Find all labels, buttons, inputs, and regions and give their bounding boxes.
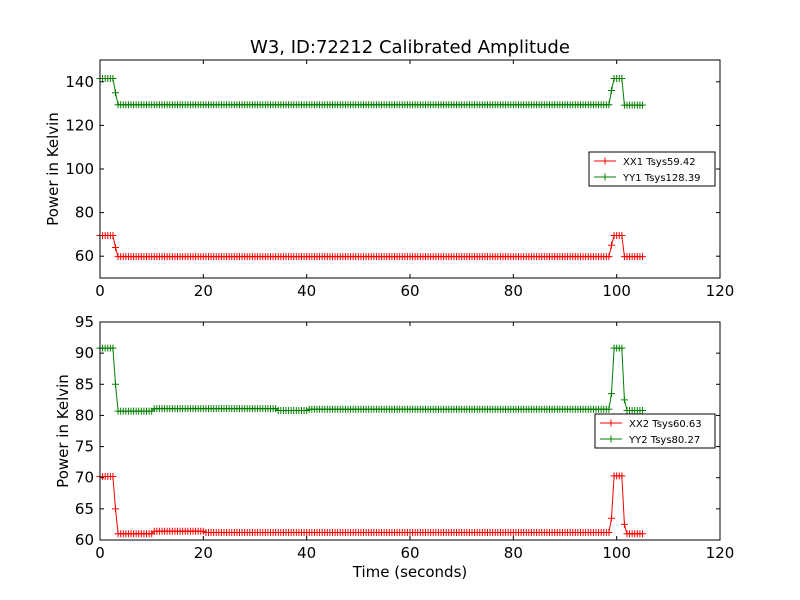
data-point [620, 396, 628, 404]
y-tick-label: 140 [65, 73, 94, 91]
x-tick-label: 20 [194, 282, 213, 300]
x-tick-label: 40 [297, 544, 316, 562]
data-point [608, 514, 615, 522]
y-axis-label: Power in Kelvin [54, 374, 72, 488]
legend-marker [601, 173, 609, 181]
legend-entry: XX2 Tsys60.63 [600, 419, 702, 430]
data-point [608, 390, 615, 398]
data-point [618, 75, 626, 83]
data-point [109, 231, 117, 239]
data-point [112, 243, 119, 251]
data-point [639, 101, 646, 109]
x-tick-label: 60 [400, 544, 419, 562]
bottom-panel: 0 20 40 60 80 100 120 60 65 70 75 80 85 90 95 Power in … [54, 313, 734, 562]
y-tick-label: 75 [75, 438, 94, 456]
legend-marker [607, 419, 615, 427]
x-tick-label: 60 [400, 282, 419, 300]
y-tick-label: 60 [75, 531, 94, 549]
data-point [109, 75, 117, 83]
data-point [605, 101, 613, 109]
x-tick-label: 120 [706, 544, 735, 562]
series-2 [96, 344, 646, 415]
figure-title: W3, ID:72212 Calibrated Amplitude [250, 37, 570, 58]
data-point [620, 520, 628, 528]
data-point [605, 253, 613, 261]
y-tick-label: 65 [75, 500, 94, 518]
data-point [639, 253, 646, 261]
series-1 [96, 231, 646, 261]
legend-entry: YY2 Tsys80.27 [600, 435, 700, 446]
legend-box [594, 413, 716, 449]
data-point [605, 529, 613, 537]
y-tick-label: 100 [65, 160, 94, 178]
x-tick-label: 120 [706, 282, 735, 300]
legend-label: XX1 Tsys59.42 [623, 157, 696, 168]
y-tick-label: 95 [75, 313, 94, 331]
legend-entry: XX1 Tsys59.42 [594, 157, 696, 168]
data-point [605, 405, 613, 413]
data-point [639, 406, 646, 414]
x-tick-label: 100 [602, 282, 631, 300]
y-tick-label: 60 [75, 247, 94, 265]
legend-marker [601, 157, 609, 165]
y-tick-label: 70 [75, 469, 94, 487]
legend-box [588, 151, 716, 187]
x-tick-label: 0 [95, 282, 105, 300]
legend: XX2 Tsys60.63 YY2 Tsys80.27 [594, 413, 716, 449]
series-2 [96, 75, 646, 109]
legend-marker [607, 435, 615, 443]
y-tick-label: 85 [75, 375, 94, 393]
x-axis-label: Time (seconds) [352, 563, 468, 581]
data-point [608, 241, 615, 249]
y-tick-label: 90 [75, 344, 94, 362]
data-point [618, 344, 626, 352]
y-axis-label: Power in Kelvin [44, 112, 62, 226]
legend-label: YY1 Tsys128.39 [622, 173, 701, 184]
x-tick-label: 80 [504, 544, 523, 562]
legend-label: XX2 Tsys60.63 [629, 419, 702, 430]
x-tick-label: 40 [297, 282, 316, 300]
data-point [112, 505, 119, 513]
legend: XX1 Tsys59.42 YY1 Tsys128.39 [588, 151, 716, 187]
y-tick-label: 120 [65, 116, 94, 134]
x-tick-label: 20 [194, 544, 213, 562]
legend-entry: YY1 Tsys128.39 [594, 173, 701, 184]
x-tick-label: 0 [95, 544, 105, 562]
top-panel: 0 20 40 60 80 100 120 60 80 100 120 140 Power in Kel… [44, 59, 735, 300]
data-point [112, 89, 119, 97]
data-point [618, 472, 626, 480]
data-point [608, 87, 615, 95]
x-tick-label: 100 [602, 544, 631, 562]
data-point [618, 231, 626, 239]
y-tick-label: 80 [75, 406, 94, 424]
data-point [109, 344, 117, 352]
series-1 [96, 472, 646, 538]
legend-label: YY2 Tsys80.27 [628, 435, 700, 446]
y-tick-label: 80 [75, 204, 94, 222]
data-point [112, 380, 119, 388]
data-point [109, 472, 117, 480]
x-tick-label: 80 [504, 282, 523, 300]
data-point [639, 530, 646, 538]
